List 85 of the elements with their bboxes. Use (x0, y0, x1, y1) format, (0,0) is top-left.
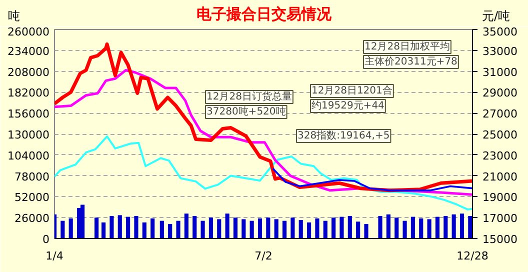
x-tick-label: 12/28 (456, 250, 488, 262)
bar (290, 218, 295, 238)
y2-tick-label: 15000 (482, 233, 518, 246)
bar (160, 220, 164, 238)
bar (142, 222, 146, 238)
y-tick-label: 156000 (8, 108, 50, 121)
y2-axis-title: 元/吨 (482, 8, 510, 25)
bar (348, 216, 352, 238)
x-tick-label: 7/2 (254, 250, 272, 262)
bar (266, 218, 270, 238)
bar (378, 216, 382, 238)
bar (323, 220, 328, 238)
annotation: 12月28日1201合 (312, 84, 392, 96)
bar (460, 214, 464, 238)
y2-tick-label: 17000 (482, 212, 518, 226)
bar (394, 218, 399, 238)
y-tick-label: 182000 (8, 86, 50, 100)
bar (444, 216, 448, 238)
bar (217, 219, 222, 238)
bar (225, 214, 230, 238)
bar (274, 219, 278, 238)
bar (60, 220, 65, 238)
bar (94, 218, 99, 238)
bar (80, 204, 85, 238)
bar (468, 216, 472, 238)
bar (118, 215, 122, 238)
bar (386, 214, 390, 238)
y-tick-label: 130000 (8, 128, 50, 142)
y2-tick-label: 23000 (482, 149, 518, 162)
bar (233, 218, 238, 238)
line-series (272, 168, 472, 192)
annotation: 12月28日订货总量 (206, 90, 292, 102)
y-tick-label: 0 (42, 233, 50, 246)
y-tick-label: 234000 (8, 44, 50, 58)
annotation: 12月28日加权平均 (364, 40, 450, 52)
bar (452, 214, 456, 238)
y-axis-title: 吨 (8, 8, 20, 25)
bar (200, 220, 205, 238)
y2-tick-label: 31000 (482, 66, 518, 79)
annotation: 主体价20311元+78 (364, 56, 458, 68)
bar (356, 222, 360, 238)
bar (242, 219, 246, 238)
bar (364, 224, 368, 238)
y2-tick-label: 27000 (482, 108, 518, 121)
bar (126, 216, 130, 238)
bar (176, 220, 180, 238)
bar (101, 222, 106, 238)
y2-tick-label: 35000 (482, 26, 518, 38)
annotation: 328指数:19164,+5 (298, 130, 390, 142)
y2-tick-label: 33000 (482, 44, 518, 58)
bar (427, 219, 432, 238)
bar (134, 216, 138, 238)
bar (410, 216, 415, 238)
y-tick-label: 104000 (8, 149, 50, 162)
y-tick-label: 78000 (14, 170, 50, 184)
bar (332, 218, 336, 238)
bar (340, 216, 344, 238)
bar (258, 218, 262, 238)
bar (419, 218, 424, 238)
y-tick-label: 208000 (8, 66, 50, 79)
bar (315, 218, 320, 238)
x-tick-label: 1/4 (46, 250, 64, 262)
bar (184, 214, 188, 238)
bar (192, 216, 197, 238)
bar (435, 216, 440, 238)
bar (402, 220, 407, 238)
y-tick-label: 26000 (14, 212, 50, 226)
y-tick-label: 52000 (14, 191, 50, 204)
bar (150, 218, 155, 238)
bar (282, 220, 287, 238)
y2-tick-label: 29000 (482, 86, 518, 100)
bar (68, 218, 73, 238)
bar (168, 224, 172, 238)
y2-tick-label: 25000 (482, 128, 518, 142)
bar (298, 220, 303, 238)
y2-tick-label: 19000 (482, 191, 518, 204)
annotation: 约19529元+44 (312, 100, 384, 112)
chart-title: 电子撮合日交易情况 (196, 5, 332, 23)
bar (250, 220, 254, 238)
bar (110, 216, 114, 238)
y-tick-label: 260000 (8, 26, 50, 38)
bar (208, 218, 213, 238)
y2-tick-label: 21000 (482, 170, 518, 184)
annotation: 37280吨+520吨 (206, 106, 286, 118)
bar (306, 222, 312, 238)
